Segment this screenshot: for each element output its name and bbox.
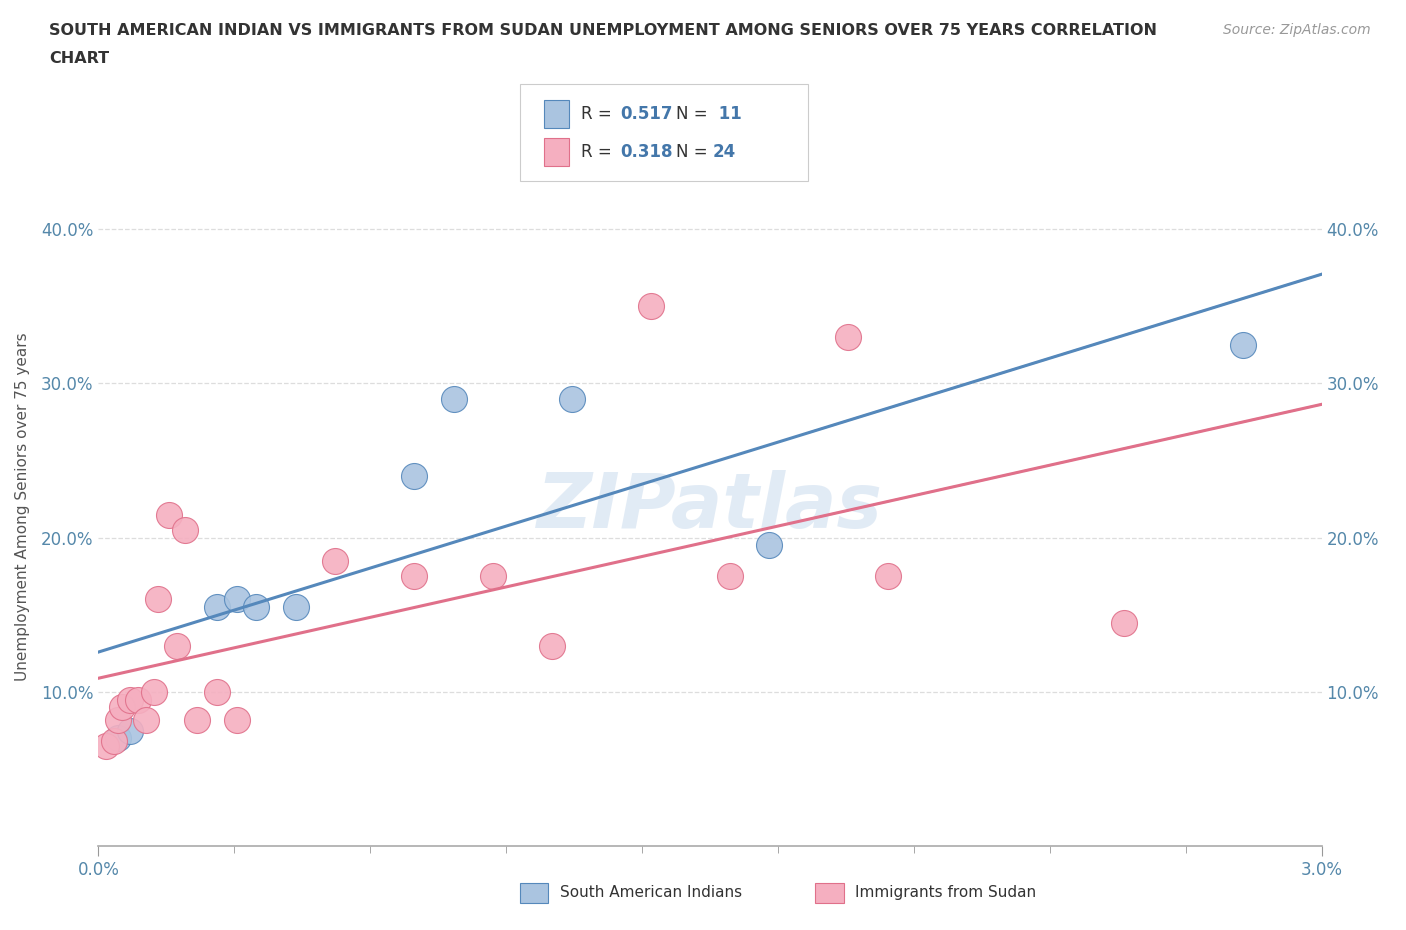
Point [107, 731, 129, 746]
Text: 11: 11 [713, 105, 741, 124]
Point [166, 638, 188, 653]
Point [718, 569, 741, 584]
Point [284, 600, 307, 615]
Text: R =: R = [581, 105, 617, 124]
Point [174, 523, 197, 538]
Point [443, 392, 465, 406]
Point [876, 569, 898, 584]
Text: CHART: CHART [49, 51, 110, 66]
Point [103, 734, 125, 749]
Point [561, 392, 583, 406]
Text: N =: N = [676, 105, 713, 124]
Point [1232, 338, 1254, 352]
Point [142, 684, 165, 699]
Point [640, 299, 662, 313]
Point [96, 738, 118, 753]
Text: 0.318: 0.318 [620, 142, 672, 161]
Point [127, 692, 149, 707]
Point [135, 712, 157, 727]
Point [541, 638, 564, 653]
Point [205, 600, 228, 615]
Text: R =: R = [581, 142, 617, 161]
Point [758, 538, 780, 552]
Point [837, 330, 859, 345]
Point [404, 469, 426, 484]
Text: South American Indians: South American Indians [560, 885, 742, 900]
Point [482, 569, 505, 584]
Point [1114, 615, 1136, 630]
Point [404, 569, 426, 584]
Point [186, 712, 208, 727]
Text: SOUTH AMERICAN INDIAN VS IMMIGRANTS FROM SUDAN UNEMPLOYMENT AMONG SENIORS OVER 7: SOUTH AMERICAN INDIAN VS IMMIGRANTS FROM… [49, 23, 1157, 38]
Point [118, 724, 141, 738]
Text: 24: 24 [713, 142, 737, 161]
Text: 0.517: 0.517 [620, 105, 672, 124]
Text: ZIPatlas: ZIPatlas [537, 470, 883, 544]
Point [225, 592, 247, 607]
Point [225, 712, 247, 727]
Text: N =: N = [676, 142, 713, 161]
Point [323, 553, 346, 568]
Point [146, 592, 169, 607]
Point [245, 600, 267, 615]
Point [107, 712, 129, 727]
Text: Immigrants from Sudan: Immigrants from Sudan [855, 885, 1036, 900]
Point [111, 700, 134, 715]
Point [159, 507, 181, 522]
Point [118, 692, 141, 707]
Point [205, 684, 228, 699]
Y-axis label: Unemployment Among Seniors over 75 years: Unemployment Among Seniors over 75 years [15, 333, 30, 681]
Text: Source: ZipAtlas.com: Source: ZipAtlas.com [1223, 23, 1371, 37]
